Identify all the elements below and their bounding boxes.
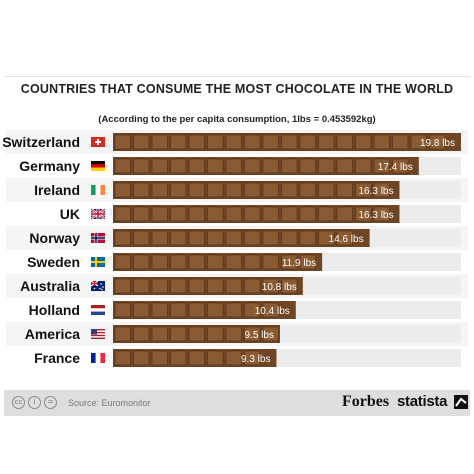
value-label: 9.5 lbs — [245, 330, 274, 341]
country-label: Ireland — [34, 182, 80, 198]
value-label: 11.9 lbs — [282, 258, 316, 269]
bar — [113, 181, 400, 199]
chart-subtitle: (According to the per capita consumption… — [98, 114, 376, 125]
value-label: 17.4 lbs — [378, 162, 413, 173]
statista-logo: statista — [397, 393, 448, 410]
value-label: 9.3 lbs — [241, 354, 270, 365]
country-label: Switzerland — [2, 134, 80, 150]
bar — [113, 325, 280, 343]
footer-bar: cc i = Source: Euromonitor Forbes statis… — [4, 390, 470, 416]
usa-flag-icon — [91, 329, 105, 340]
chart-row: Norway 14.6 lbs — [6, 226, 468, 250]
chart-row: France 9.3 lbs — [34, 349, 461, 367]
equals-icon[interactable]: = — [44, 396, 57, 409]
value-label: 16.3 lbs — [358, 210, 393, 221]
chart-row: Australia 10.8 lbs — [6, 274, 468, 298]
country-label: Australia — [20, 278, 80, 294]
switzerland-flag-icon — [91, 137, 105, 147]
bar — [113, 133, 461, 151]
bar — [113, 205, 400, 223]
country-label: Germany — [19, 158, 80, 174]
value-label: 19.8 lbs — [420, 138, 455, 149]
chart-title: COUNTRIES THAT CONSUME THE MOST CHOCOLAT… — [20, 82, 454, 96]
source-text: Source: Euromonitor — [68, 398, 151, 408]
country-label: Norway — [29, 230, 80, 246]
bar — [113, 253, 323, 271]
chart-row: America 9.5 lbs — [6, 322, 468, 346]
france-flag-icon — [91, 353, 105, 363]
australia-flag-icon — [90, 280, 105, 291]
norway-flag-icon — [91, 233, 105, 243]
chart-row: Germany 17.4 lbs — [19, 157, 461, 175]
value-label: 16.3 lbs — [358, 186, 393, 197]
bar — [113, 157, 419, 175]
germany-flag-icon — [91, 161, 105, 171]
chart-row: Switzerland 19.8 lbs — [2, 130, 468, 154]
ireland-flag-icon — [91, 185, 105, 195]
value-label: 14.6 lbs — [329, 234, 364, 245]
netherlands-flag-icon — [91, 305, 105, 315]
bar — [113, 349, 277, 367]
bar — [113, 277, 303, 295]
statista-mark-icon — [454, 395, 468, 409]
chart-row: Sweden 11.9 lbs — [27, 253, 461, 271]
sweden-flag-icon — [91, 257, 105, 267]
value-label: 10.8 lbs — [262, 282, 297, 293]
country-label: France — [34, 350, 80, 366]
chart-row: Holland 10.4 lbs — [29, 301, 461, 319]
chart-row: UK 16.3 lbs — [60, 205, 461, 223]
bar — [113, 301, 296, 319]
cc-icon[interactable]: cc — [12, 396, 25, 409]
forbes-logo: Forbes — [342, 393, 390, 410]
license-icons: cc i = — [12, 396, 57, 409]
uk-flag-icon — [90, 208, 106, 220]
country-label: America — [25, 326, 80, 342]
country-label: Holland — [29, 302, 80, 318]
value-label: 10.4 lbs — [255, 306, 290, 317]
chart-row: Ireland 16.3 lbs — [6, 178, 468, 202]
bar — [113, 229, 370, 247]
country-label: UK — [60, 206, 80, 222]
info-icon[interactable]: i — [28, 396, 41, 409]
country-label: Sweden — [27, 254, 80, 270]
